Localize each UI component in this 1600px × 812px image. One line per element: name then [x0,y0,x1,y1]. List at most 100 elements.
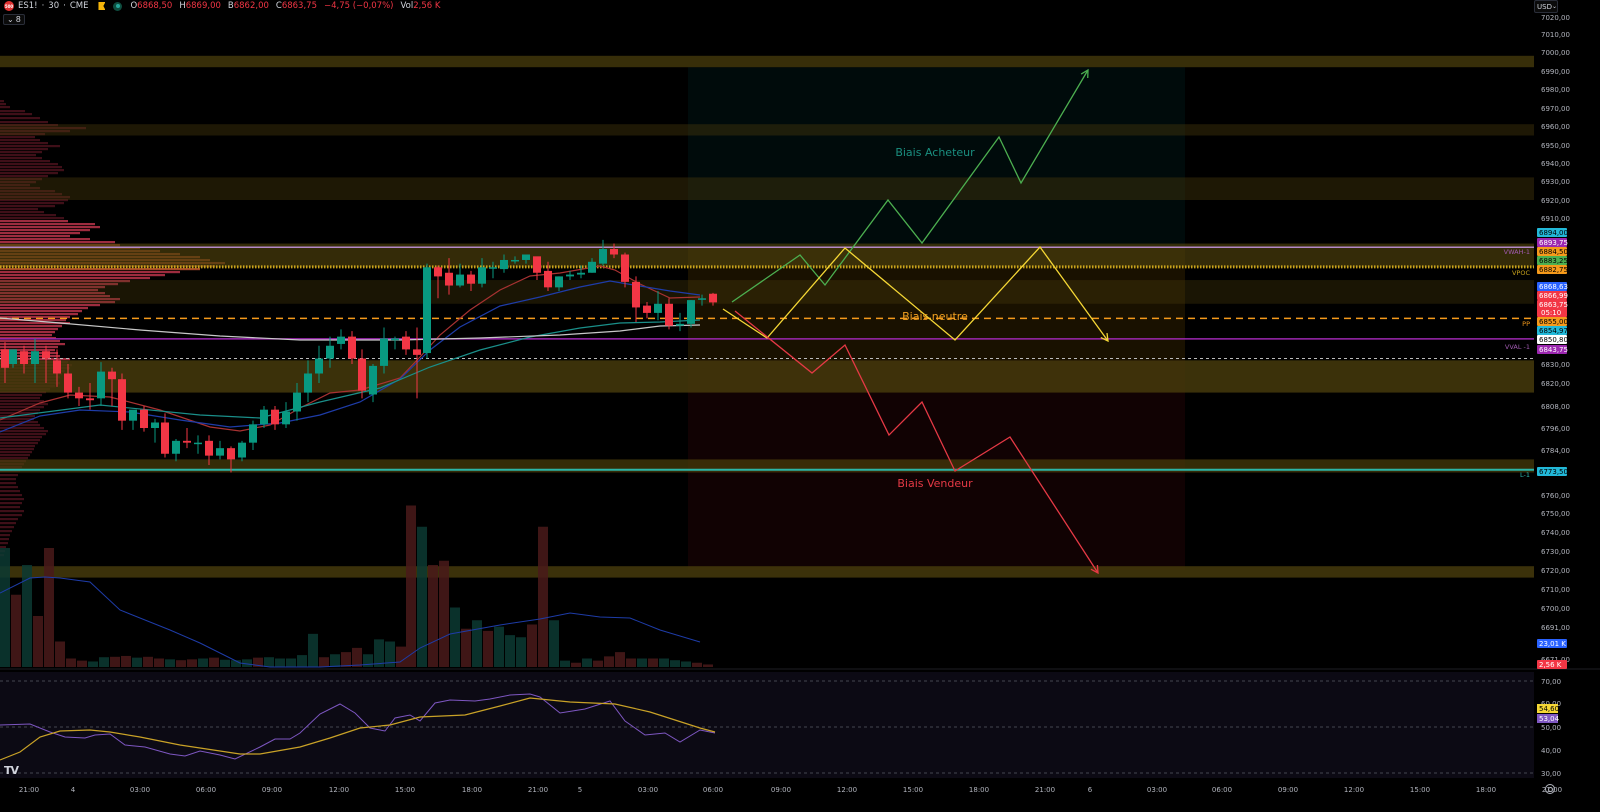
candle-body[interactable] [31,351,39,364]
candle-body[interactable] [555,276,563,288]
volume-profile-row [0,316,70,319]
time-tick-label: 18:00 [969,786,989,794]
candle-body[interactable] [434,267,442,277]
candle-body[interactable] [282,411,290,425]
candle-body[interactable] [478,267,486,284]
candle-body[interactable] [64,373,72,393]
candle-body[interactable] [216,448,224,456]
indicators-collapse-button[interactable]: ⌄ 8 [3,14,25,25]
candle-body[interactable] [337,336,345,344]
candle-body[interactable] [423,267,431,354]
candle-body[interactable] [97,371,105,399]
supply-demand-zone[interactable] [0,566,1534,578]
scenario-label-buyer[interactable]: Biais Acheteur [895,146,975,159]
candle-body[interactable] [326,345,334,359]
candle-body[interactable] [238,442,246,458]
volume-bar [0,548,10,667]
candle-body[interactable] [380,338,388,366]
candle-body[interactable] [643,305,651,313]
candle-body[interactable] [500,259,508,270]
candle-body[interactable] [348,336,356,359]
candle-body[interactable] [271,409,279,425]
candle-body[interactable] [599,249,607,264]
candle-body[interactable] [687,300,695,324]
supply-demand-zone[interactable] [0,177,1534,200]
candle-body[interactable] [391,338,399,341]
candle-body[interactable] [151,422,159,429]
candle-body[interactable] [577,272,585,275]
scenario-path-neutral[interactable] [722,245,1109,342]
candle-body[interactable] [172,440,180,454]
candle-body[interactable] [205,440,213,456]
candle-body[interactable] [632,281,640,308]
candle-body[interactable] [129,409,137,421]
candle-body[interactable] [511,259,519,262]
supply-demand-zone[interactable] [0,124,1534,136]
supply-demand-zone[interactable] [0,243,1534,268]
candle-body[interactable] [588,261,596,273]
candle-body[interactable] [118,379,126,421]
candle-body[interactable] [53,360,61,374]
candle-body[interactable] [621,254,629,282]
candle-body[interactable] [358,358,366,391]
candle-body[interactable] [293,392,301,412]
price-badge-label: 6884,50 [1539,248,1568,256]
scenario-label-seller[interactable]: Biais Vendeur [897,477,973,490]
candle-body[interactable] [489,267,497,269]
supply-demand-zone[interactable] [0,360,1534,393]
market-status-icon[interactable] [113,1,123,11]
candle-body[interactable] [108,371,116,380]
candle-body[interactable] [654,303,662,313]
candle-body[interactable] [533,256,541,273]
candle-body[interactable] [610,249,618,255]
scenario-label-neutral[interactable]: Biais neutre [902,310,968,323]
candle-body[interactable] [140,409,148,428]
candle-body[interactable] [698,298,706,300]
rsi-ma-line[interactable] [0,697,716,761]
currency-button[interactable]: USD ⌄ [1534,0,1558,13]
candle-body[interactable] [402,336,410,350]
candle-body[interactable] [665,303,673,326]
candle-body[interactable] [194,442,202,445]
candle-body[interactable] [20,351,28,364]
candle-body[interactable] [709,293,717,303]
volume-profile-row [0,478,16,481]
tradingview-logo-icon[interactable]: TV [4,764,19,777]
gear-icon[interactable] [1545,784,1555,794]
candle-body[interactable] [75,392,83,399]
price-axis[interactable]: 7020,00 7010,00 7000,00 6990,00 6980,00 6970,… [1537,14,1570,778]
candle-body[interactable] [304,373,312,393]
candle-body[interactable] [445,272,453,286]
scenario-path-seller[interactable] [734,310,1099,574]
candle-body[interactable] [676,323,684,326]
candle-body[interactable] [456,274,464,286]
arrow-head-icon [1100,332,1109,343]
supply-demand-zone[interactable] [0,280,1534,304]
symbol-legend[interactable]: 500 ES1! · 30 · CME O6868,50 H6869,00 B6… [4,0,443,12]
symbol-name[interactable]: ES1! [18,1,38,11]
candle-body[interactable] [522,254,530,260]
candle-body[interactable] [249,424,257,443]
candle-body[interactable] [467,274,475,284]
supply-demand-zone[interactable] [0,55,1534,68]
candle-body[interactable] [9,349,17,364]
time-axis[interactable]: 21:00 4 03:00 06:00 09:00 12:00 15:00 18:00 21:0… [19,786,1562,794]
scenario-path-buyer[interactable] [731,69,1089,303]
candle-body[interactable] [566,274,574,277]
rsi-line[interactable] [0,693,716,760]
flag-icon[interactable] [98,2,106,10]
candle-body[interactable] [86,398,94,401]
candle-body[interactable] [413,349,421,355]
interval[interactable]: 30 [48,1,60,11]
candle-body[interactable] [227,448,235,460]
candle-body[interactable] [1,349,9,368]
candle-body[interactable] [315,358,323,374]
candle-body[interactable] [544,270,552,288]
candle-body[interactable] [260,409,268,425]
candle-body[interactable] [369,365,377,395]
candle-body[interactable] [161,422,169,454]
candle-body[interactable] [183,440,191,443]
candle-body[interactable] [42,351,50,359]
